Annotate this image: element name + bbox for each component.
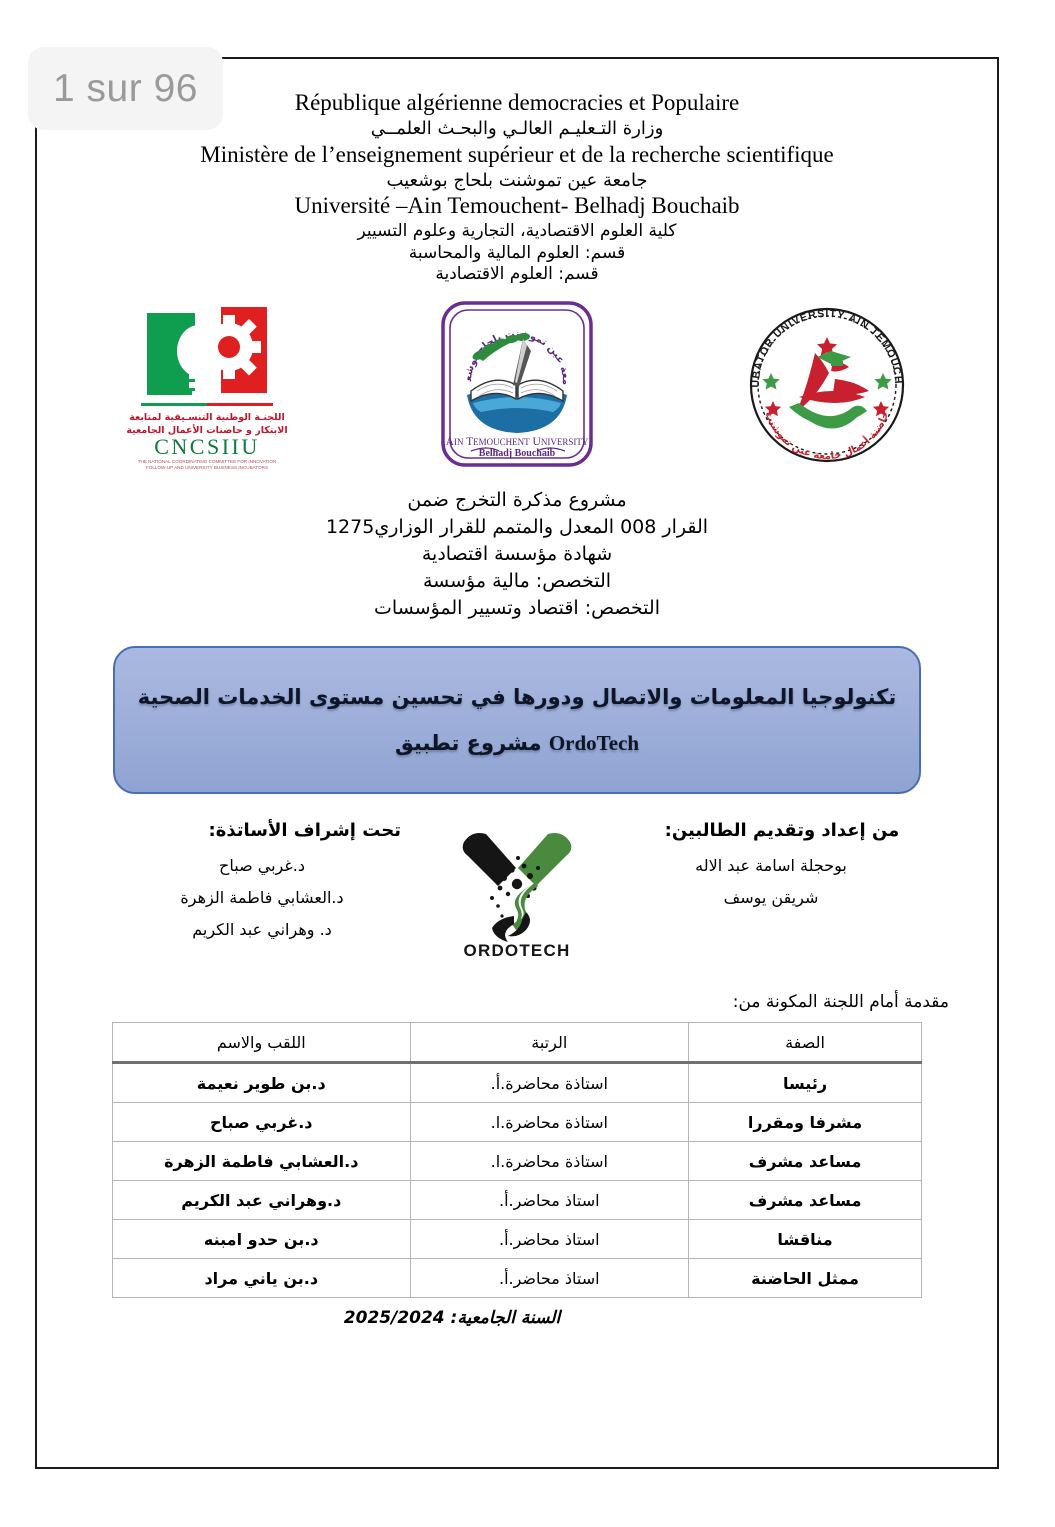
cncsiiu-acronym: CNCSIIU: [154, 434, 260, 459]
jury-cell-rank: استاذ محاضر.أ.: [409, 1258, 690, 1299]
students-column: من إعداد وتقديم الطالبين: بوحجلة اسامة ع…: [617, 820, 947, 920]
ordotech-logo-graphic: ORDOTECH: [462, 833, 572, 960]
thesis-title-app-name: OrdoTech: [548, 730, 640, 755]
ordotech-wordmark: ORDOTECH: [464, 941, 571, 960]
header-line-ministry-ar: وزارة التـعليـم العالـي والبحـث العلمــي: [370, 117, 664, 139]
supervisors-heading: تحت إشراف الأساتذة:: [208, 820, 401, 842]
credits-section: تحت إشراف الأساتذة: د.غربي صباح د.العشاب…: [77, 820, 957, 988]
incubator-logo-graphic: INCUBATOR UNIVERSITY AIN TEMOUCHENT حاضن…: [733, 290, 905, 463]
header-line-republic: République algérienne democracies et Pop…: [294, 90, 740, 115]
decree-block: مشروع مذكرة التخرج ضمن القرار 008 المعدل…: [77, 487, 957, 622]
university-subtitle-en: Belhadj Bouchaib: [479, 448, 556, 459]
logos-row: اللجنـة الوطنية التنسـيقية لمتابعة الابت…: [77, 290, 957, 471]
supervisor-name-1: د.غربي صباح: [219, 856, 305, 876]
academic-year-label: السنة الجامعية: 2025/2024: [343, 1308, 561, 1329]
jury-header-name: اللقب والاسم: [112, 1022, 411, 1064]
header-line-department-finance: قسم: العلوم المالية والمحاسبة: [408, 242, 626, 263]
page-indicator-badge: 1 sur 96: [28, 47, 223, 130]
jury-cell-name: د.وهراني عبد الكريم: [112, 1180, 411, 1221]
page-indicator-label: 1 sur 96: [53, 66, 198, 110]
jury-cell-rank: استاذة محاضرة.ا.: [409, 1102, 690, 1143]
table-row: مساعد مشرف استاذ محاضر.أ. د.وهراني عبد ا…: [112, 1180, 922, 1221]
jury-header-role: الصفة: [688, 1022, 922, 1064]
student-name-2: شريقن يوسف: [723, 887, 819, 907]
university-logo: جامعة عين تموشنت بلحاج بوشعيب: [422, 291, 607, 471]
cncsiiu-logo: اللجنـة الوطنية التنسـيقية لمتابعة الابت…: [117, 299, 297, 471]
cncsiiu-arabic-line1: اللجنـة الوطنية التنسـيقية لمتابعة: [129, 412, 285, 423]
supervisor-name-2: د.العشابي فاطمة الزهرة: [180, 887, 344, 907]
decree-line-specialty-economy: التخصص: اقتصاد وتسيير المؤسسات: [374, 597, 660, 620]
jury-cell-name: د.بن ياني مراد: [112, 1258, 411, 1299]
header-line-university-ar: جامعة عين تموشنت بلحاج بوشعيب: [386, 169, 648, 191]
header-line-university-fr: Université –Ain Temouchent- Belhadj Bouc…: [294, 193, 740, 219]
jury-cell-role: مساعد مشرف: [688, 1180, 922, 1221]
jury-cell-name: د.العشابي فاطمة الزهرة: [112, 1141, 411, 1182]
table-row: مساعد مشرف استاذة محاضرة.ا. د.العشابي فا…: [112, 1141, 922, 1182]
jury-cell-rank: استاذة محاضرة.ا.: [409, 1141, 690, 1182]
header-line-ministry-fr: Ministère de l’enseignement supérieur et…: [200, 141, 834, 167]
jury-cell-role: مناقشا: [688, 1219, 922, 1260]
decree-line-number: القرار 008 المعدل والمتمم للقرار الوزاري…: [325, 516, 709, 539]
incubator-logo: INCUBATOR UNIVERSITY AIN TEMOUCHENT حاضن…: [733, 290, 917, 471]
jury-cell-name: د.بن طوير نعيمة: [112, 1062, 411, 1104]
table-row: ممثل الحاضنة استاذ محاضر.أ. د.بن ياني مر…: [112, 1258, 922, 1299]
header-line-faculty: كلية العلوم الاقتصادية، التجارية وعلوم ا…: [357, 221, 677, 242]
decree-line-specialty-finance: التخصص: مالية مؤسسة: [422, 570, 612, 593]
jury-cell-rank: استاذة محاضرة.أ.: [409, 1062, 690, 1104]
jury-cell-role: رئيسا: [688, 1062, 922, 1104]
students-heading: من إعداد وتقديم الطالبين:: [664, 820, 900, 842]
cncsiiu-logo-graphic: اللجنـة الوطنية التنسـيقية لمتابعة الابت…: [126, 301, 288, 470]
supervisors-column: تحت إشراف الأساتذة: د.غربي صباح د.العشاب…: [115, 820, 415, 952]
thesis-title-line2: OrdoTech مشروع تطبيق: [395, 731, 639, 756]
jury-intro-text: مقدمة أمام اللجنة المكونة من:: [732, 992, 949, 1013]
jury-table-header-row: الصفة الرتبة اللقب والاسم: [112, 1022, 922, 1064]
document-header: République algérienne democracies et Pop…: [77, 89, 957, 285]
student-name-1: بوحجلة اسامة عبد الاله: [695, 856, 847, 876]
jury-cell-role: مشرفا ومقررا: [688, 1102, 922, 1143]
thesis-title-line1: تكنولوجيا المعلومات والاتصال ودورها في ت…: [137, 684, 897, 709]
table-row: مشرفا ومقررا استاذة محاضرة.ا. د.غربي صبا…: [112, 1102, 922, 1143]
cncsiiu-english-line2: FOLLOW-UP AND UNIVERSITY BUSINESS INCUBA…: [146, 465, 268, 470]
jury-cell-role: مساعد مشرف: [688, 1141, 922, 1182]
decree-line-diploma: شهادة مؤسسة اقتصادية: [421, 543, 613, 566]
cncsiiu-english-line1: THE NATIONAL COORDINATING COMMITTEE FOR …: [138, 459, 277, 464]
table-row: مناقشا استاذ محاضر.أ. د.بن حدو امبنه: [112, 1219, 922, 1260]
thesis-title-box: تكنولوجيا المعلومات والاتصال ودورها في ت…: [113, 646, 921, 795]
table-row: رئيسا استاذة محاضرة.أ. د.بن طوير نعيمة: [112, 1062, 922, 1104]
supervisor-name-3: د. وهراني عبد الكريم: [192, 919, 332, 939]
decree-line-project: مشروع مذكرة التخرج ضمن: [407, 489, 627, 512]
jury-table: الصفة الرتبة اللقب والاسم رئيسا استاذة م…: [112, 1022, 922, 1299]
jury-cell-name: د.بن حدو امبنه: [112, 1219, 411, 1260]
thesis-title-app-prefix: مشروع تطبيق: [394, 730, 542, 755]
jury-table-head: الصفة الرتبة اللقب والاسم: [112, 1022, 922, 1064]
jury-table-body: رئيسا استاذة محاضرة.أ. د.بن طوير نعيمة م…: [112, 1062, 922, 1299]
ordotech-logo: ORDOTECH: [442, 812, 592, 962]
university-logo-graphic: جامعة عين تموشنت بلحاج بوشعيب: [422, 291, 593, 468]
document-page: République algérienne democracies et Pop…: [35, 57, 999, 1469]
university-name-en: AIN TEMOUCHENT UNIVERSITY: [446, 436, 589, 448]
jury-cell-name: د.غربي صباح: [112, 1102, 411, 1143]
cncsiiu-arabic-line2: الابتكار و حاضنات الأعمال الجامعية: [126, 424, 287, 436]
jury-cell-rank: استاذ محاضر.أ.: [409, 1219, 690, 1260]
header-line-department-economics: قسم: العلوم الاقتصادية: [435, 264, 599, 285]
jury-cell-role: ممثل الحاضنة: [688, 1258, 922, 1299]
jury-cell-rank: استاذ محاضر.أ.: [409, 1180, 690, 1221]
jury-header-rank: الرتبة: [409, 1022, 690, 1064]
